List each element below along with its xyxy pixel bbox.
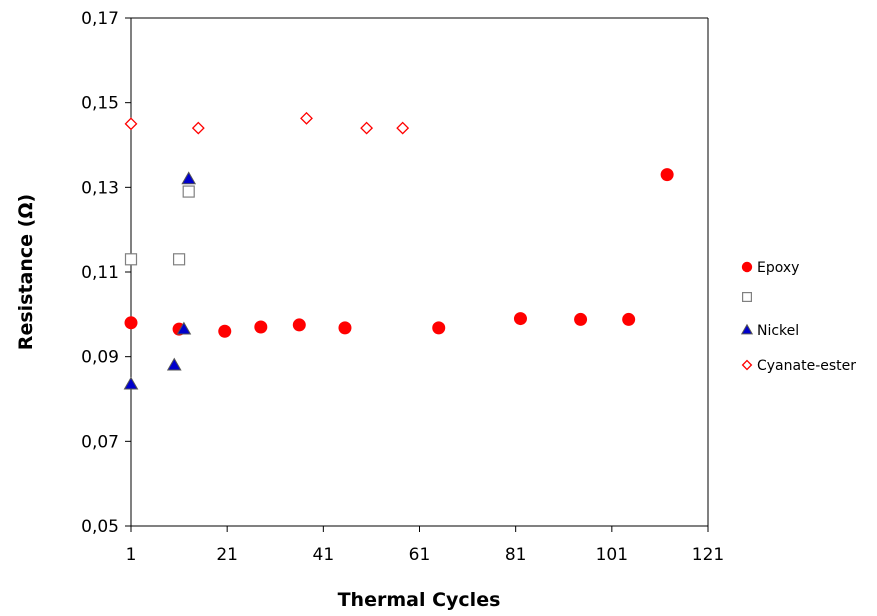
y-ticks: 0,05 0,07 0,09 0,11 0,13 0,15 0,17 <box>81 9 131 537</box>
series-nickel <box>123 171 197 390</box>
y-tick-label: 0,07 <box>81 432 119 452</box>
series-epoxy <box>124 168 674 338</box>
x-tick-label: 21 <box>216 545 238 565</box>
legend-marker <box>741 261 753 273</box>
y-tick-label: 0,11 <box>81 263 119 283</box>
y-tick-label: 0,15 <box>81 94 119 114</box>
legend-label: Cyanate-ester <box>757 358 856 374</box>
x-axis-title: Thermal Cycles <box>338 589 501 611</box>
legend-label: Epoxy <box>757 260 799 276</box>
data-point <box>300 111 313 125</box>
data-point <box>254 320 268 334</box>
legend-marker <box>741 359 753 371</box>
legend-marker <box>741 292 752 303</box>
x-tick-label: 61 <box>409 545 431 565</box>
x-tick-label: 121 <box>692 545 724 565</box>
x-tick-label: 101 <box>596 545 628 565</box>
series-unnamed-1 <box>124 185 195 266</box>
data-point <box>123 376 139 390</box>
y-axis-title: Resistance (Ω) <box>15 194 37 350</box>
series-cyanate-ester <box>124 111 410 135</box>
data-point <box>182 185 195 198</box>
data-point <box>218 324 232 338</box>
x-tick-label: 81 <box>505 545 527 565</box>
data-point <box>124 117 138 131</box>
data-point <box>172 253 186 266</box>
legend: Epoxy Nickel Cyanate-ester <box>740 260 856 374</box>
data-point <box>513 312 527 326</box>
y-tick-label: 0,05 <box>81 517 119 537</box>
y-tick-label: 0,13 <box>81 178 119 198</box>
data-point <box>166 357 182 371</box>
data-point <box>338 321 352 335</box>
data-point <box>360 121 374 135</box>
data-point <box>191 121 205 135</box>
data-point <box>574 312 588 326</box>
data-point <box>622 312 636 326</box>
data-points <box>123 111 674 390</box>
x-tick-label: 1 <box>126 545 137 565</box>
data-point <box>124 316 138 330</box>
data-point <box>292 318 306 332</box>
data-point <box>176 321 192 335</box>
legend-label: Nickel <box>757 323 799 339</box>
plot-area <box>130 17 709 527</box>
x-tick-label: 41 <box>313 545 335 565</box>
data-point <box>124 253 138 266</box>
data-point <box>432 321 446 335</box>
y-tick-label: 0,09 <box>81 348 119 368</box>
legend-marker <box>740 323 754 335</box>
x-ticks: 1 21 41 61 81 101 121 <box>126 526 724 565</box>
data-point <box>181 171 197 185</box>
data-point <box>660 168 674 182</box>
y-tick-label: 0,17 <box>81 9 119 29</box>
data-point <box>396 121 410 135</box>
